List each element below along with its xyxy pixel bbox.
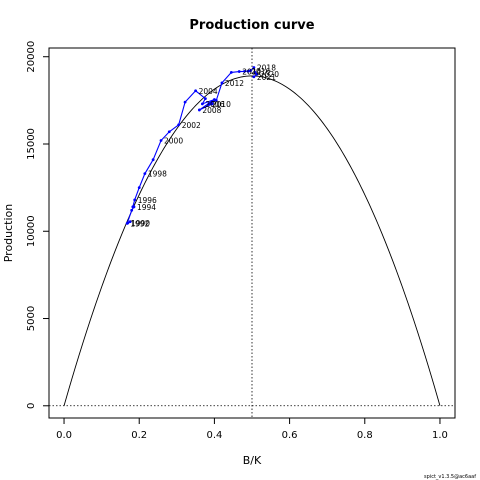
trajectory-point <box>253 71 257 74</box>
year-label: 2012 <box>225 79 244 88</box>
year-label: 2018 <box>257 64 276 73</box>
trajectory-point <box>130 208 134 212</box>
x-tick-label: 0.8 <box>357 430 373 441</box>
trajectory-point <box>133 198 137 202</box>
trajectory-point <box>220 81 224 85</box>
y-tick-label: 10000 <box>26 215 37 247</box>
trajectory-point <box>252 75 256 79</box>
trajectory-point <box>183 100 187 104</box>
y-tick-label: 20000 <box>26 41 37 73</box>
year-label: 2010 <box>212 100 231 109</box>
year-label: 2004 <box>199 87 218 96</box>
trajectory-point <box>207 102 211 106</box>
trajectory-point <box>177 123 181 127</box>
trajectory-point <box>197 108 201 112</box>
trajectory-point <box>128 220 132 224</box>
year-label: 2002 <box>182 121 201 130</box>
trajectory-point <box>151 158 155 162</box>
version-footer: spict_v1.3.5@ac6aaf <box>424 474 476 480</box>
y-tick-label: 15000 <box>26 128 37 160</box>
trajectory-point <box>210 102 214 106</box>
trajectory-point <box>237 70 241 73</box>
year-label: 2006 <box>205 100 224 109</box>
trajectory-point <box>200 102 204 106</box>
year-label: 1998 <box>148 170 167 179</box>
trajectory-point <box>131 205 135 209</box>
year-label: 2016 <box>251 67 270 76</box>
trajectory-point <box>167 130 171 134</box>
plot-area: 0.0 0.2 0.4 0.6 0.8 1.0 0 5000 10000 15000 20000 19… <box>26 41 456 441</box>
x-tick-label: 0.4 <box>206 430 222 441</box>
y-tick-label: 0 <box>26 403 37 409</box>
x-tick-label: 0.6 <box>282 430 298 441</box>
trajectory-point <box>159 139 163 142</box>
trajectory-point <box>125 222 129 225</box>
year-label: 2020 <box>260 70 279 79</box>
year-label: 1996 <box>138 196 157 205</box>
year-label: 2021 <box>257 73 276 82</box>
x-tick-label: 0.2 <box>131 430 147 441</box>
trajectory-point <box>137 186 141 190</box>
year-label: 1992 <box>130 219 149 228</box>
year-label: 1994 <box>137 203 156 212</box>
trajectory-point <box>194 89 198 93</box>
year-label: 2014 <box>242 68 261 77</box>
trajectory-point <box>243 69 246 73</box>
year-label: 1990 <box>131 219 150 228</box>
trajectory-point <box>246 69 250 73</box>
trajectory-point <box>255 72 259 76</box>
year-label: 2008 <box>202 106 221 115</box>
trajectory-point <box>252 66 256 69</box>
y-tick-label: 5000 <box>26 306 37 331</box>
trajectory-point <box>203 97 207 101</box>
trajectory-point <box>214 98 218 102</box>
chart-title: Production curve <box>189 18 314 33</box>
trajectory-point <box>229 71 233 74</box>
year-label: 2000 <box>164 137 183 146</box>
x-axis-label: B/K <box>243 454 262 467</box>
x-tick-label: 1.0 <box>432 430 448 441</box>
trajectory-point <box>249 69 252 73</box>
y-axis-label: Production <box>2 204 15 263</box>
x-tick-label: 0.0 <box>56 430 72 441</box>
trajectory-point <box>143 172 147 176</box>
